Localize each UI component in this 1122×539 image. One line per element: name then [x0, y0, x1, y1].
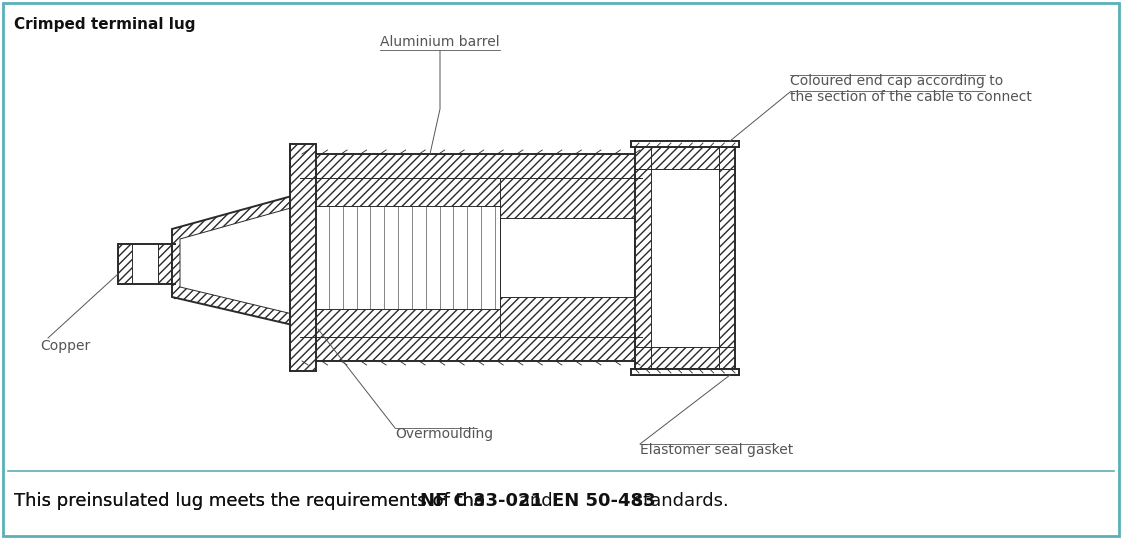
Polygon shape: [180, 204, 305, 317]
Polygon shape: [172, 191, 310, 329]
Bar: [309, 178, 634, 337]
Bar: [631, 369, 739, 375]
Bar: [635, 169, 651, 347]
Text: Elastomer seal gasket: Elastomer seal gasket: [640, 443, 793, 457]
Bar: [719, 169, 735, 347]
Text: EN 50-483: EN 50-483: [552, 492, 655, 510]
Bar: [289, 144, 316, 371]
Bar: [300, 154, 642, 178]
Bar: [635, 147, 735, 169]
Text: NF C 33-021: NF C 33-021: [420, 492, 543, 510]
FancyBboxPatch shape: [3, 3, 1119, 536]
Text: standards.: standards.: [627, 492, 728, 510]
Text: Aluminium barrel: Aluminium barrel: [380, 35, 499, 49]
Bar: [300, 154, 642, 361]
Text: Coloured end cap according to
the section of the cable to connect: Coloured end cap according to the sectio…: [790, 74, 1032, 104]
Bar: [500, 218, 634, 297]
Bar: [631, 369, 739, 375]
Bar: [631, 141, 739, 147]
Text: This preinsulated lug meets the requirements of the: This preinsulated lug meets the requirem…: [13, 492, 490, 510]
Text: This preinsulated lug meets the requirements of the: This preinsulated lug meets the requirem…: [13, 492, 490, 510]
Text: Copper: Copper: [40, 339, 90, 353]
Text: and: and: [513, 492, 558, 510]
Bar: [631, 141, 739, 147]
Polygon shape: [172, 229, 175, 299]
Polygon shape: [118, 244, 172, 284]
Bar: [635, 147, 735, 369]
Bar: [635, 347, 735, 369]
Text: Crimped terminal lug: Crimped terminal lug: [13, 17, 195, 32]
Bar: [300, 337, 642, 361]
Bar: [289, 144, 316, 371]
Bar: [310, 206, 500, 309]
Text: Overmoulding: Overmoulding: [395, 427, 494, 441]
